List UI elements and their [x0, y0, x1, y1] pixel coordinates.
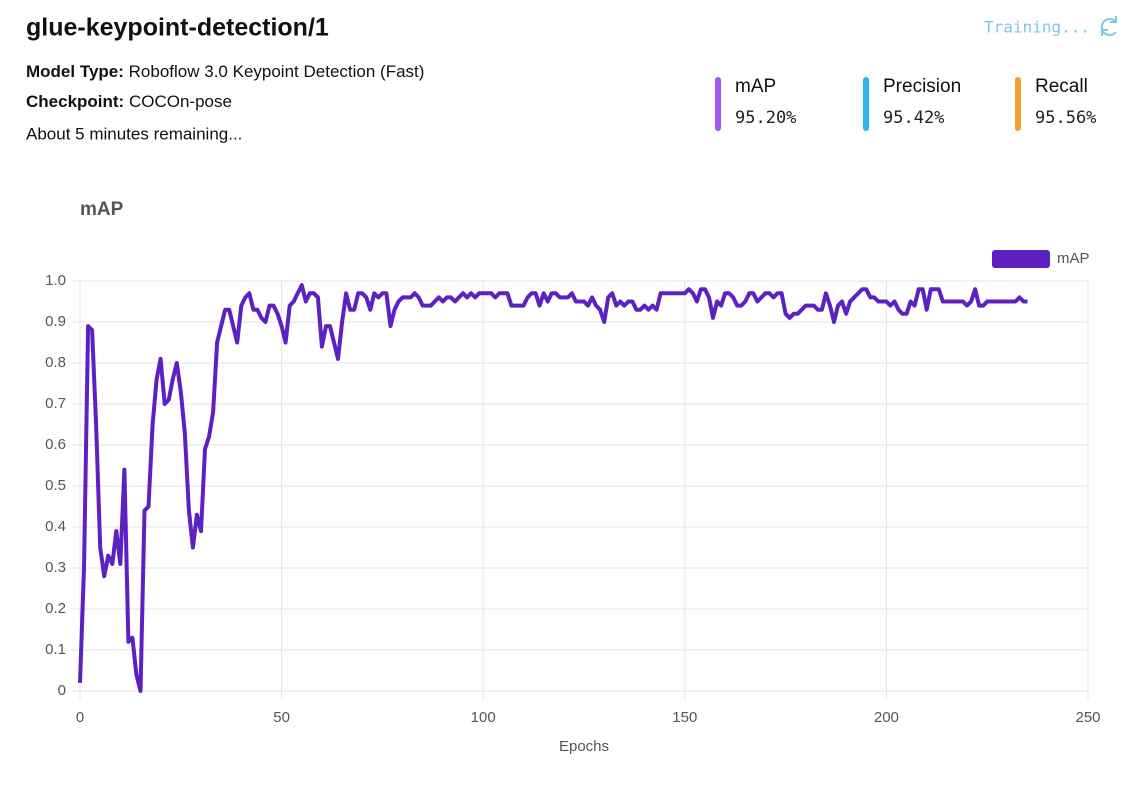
page-title: glue-keypoint-detection/1	[26, 14, 329, 42]
y-tick-label: 0.8	[45, 354, 66, 371]
x-axis-label: Epochs	[559, 738, 609, 755]
y-tick-label: 0.9	[45, 313, 66, 330]
detail-line: Model Type: Roboflow 3.0 Keypoint Detect…	[26, 62, 424, 81]
chart-title: mAP	[80, 199, 124, 220]
metric-bar	[863, 77, 869, 131]
metric-bar	[715, 77, 721, 131]
metric-value: 95.20%	[735, 108, 796, 128]
y-tick-label: 0.3	[45, 559, 66, 576]
y-tick-label: 0.6	[45, 436, 66, 453]
metric-value: 95.42%	[883, 108, 944, 128]
metric-name: Recall	[1035, 76, 1088, 97]
x-tick-label: 200	[874, 709, 899, 726]
remaining-time: About 5 minutes remaining...	[26, 124, 242, 143]
y-tick-label: 0.2	[45, 600, 66, 617]
refresh-icon[interactable]	[1100, 16, 1117, 36]
y-tick-label: 0.7	[45, 395, 66, 412]
y-tick-label: 0.1	[45, 641, 66, 658]
x-tick-label: 150	[672, 709, 697, 726]
x-tick-label: 250	[1075, 709, 1100, 726]
y-tick-label: 1.0	[45, 272, 66, 289]
x-tick-label: 50	[273, 709, 290, 726]
metric-value: 95.56%	[1035, 108, 1096, 128]
legend-swatch	[992, 250, 1050, 268]
detail-line: Checkpoint: COCOn-pose	[26, 92, 232, 111]
detail-value: Roboflow 3.0 Keypoint Detection (Fast)	[129, 62, 425, 81]
y-tick-label: 0.4	[45, 518, 66, 535]
metric-name: mAP	[735, 76, 776, 97]
legend-label: mAP	[1057, 250, 1090, 267]
x-tick-label: 100	[471, 709, 496, 726]
line-series	[78, 283, 1028, 693]
y-tick-label: 0.5	[45, 477, 66, 494]
detail-label: Model Type:	[26, 62, 124, 81]
metric-bar	[1015, 77, 1021, 131]
detail-label: Checkpoint:	[26, 92, 124, 111]
y-tick-label: 0	[58, 682, 66, 699]
detail-value: COCOn-pose	[129, 92, 232, 111]
training-status: Training...	[984, 18, 1090, 37]
x-tick-label: 0	[76, 709, 84, 726]
metric-name: Precision	[883, 76, 961, 97]
